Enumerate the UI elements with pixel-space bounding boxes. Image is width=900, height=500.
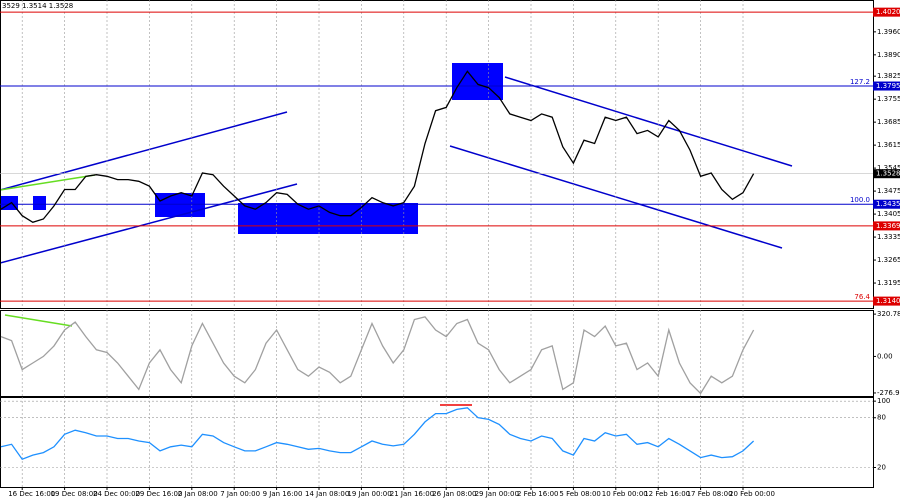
panel-frame: [0, 310, 874, 397]
fib-label: 76.4: [854, 293, 870, 301]
x-tick-label: 10 Feb 00:00: [602, 490, 648, 498]
x-tick-label: 24 Dec 00:00: [93, 490, 140, 498]
y-tick-label: 1.3545: [877, 164, 900, 172]
trend-line: [504, 76, 793, 167]
divergence-line: [4, 314, 73, 327]
x-tick-label: 26 Jan 08:00: [432, 490, 476, 498]
x-tick-label: 20 Feb 00:00: [729, 490, 775, 498]
panel-frame: [0, 0, 874, 309]
zone: [238, 203, 418, 234]
level-label-box: [873, 7, 900, 17]
y-tick-label: 20: [877, 464, 886, 472]
fib-label: 127.2: [850, 78, 870, 86]
level-label: 1.3140: [876, 297, 900, 305]
x-tick-label: 21 Jan 16:00: [390, 490, 434, 498]
y-tick-label: 320.7896: [877, 310, 900, 318]
annotations: [0, 63, 793, 406]
level-label: 1.3795: [876, 82, 900, 90]
zone: [33, 196, 46, 210]
level-label-box: [873, 81, 900, 91]
y-tick-label: 100: [877, 397, 890, 405]
x-tick-label: 29 Jan 00:00: [475, 490, 519, 498]
level-label: 1.3369: [876, 222, 900, 230]
y-tick-label: 1.3475: [877, 187, 900, 195]
y-tick-label: 1.3405: [877, 210, 900, 218]
x-tick-label: 2 Jan 08:00: [178, 490, 218, 498]
trend-line: [0, 183, 298, 264]
y-tick-label: 1.3890: [877, 51, 900, 59]
y-tick-label: -276.960: [877, 389, 900, 397]
y-tick-label: 1.3195: [877, 279, 900, 287]
level-label-box: [873, 296, 900, 306]
fib-label: 100.0: [850, 196, 870, 204]
current-price-label: 1.3528: [876, 170, 900, 178]
y-tick-label: 0.00: [877, 352, 893, 360]
y-tick-label: 1.3615: [877, 141, 900, 149]
y-tick-label: 1.3685: [877, 118, 900, 126]
x-tick-label: 17 Feb 08:00: [687, 490, 733, 498]
series-line: [0, 316, 755, 395]
x-tick-label: 14 Jan 08:00: [305, 490, 349, 498]
y-tick-label: 80: [877, 414, 886, 422]
panel-frame: [0, 397, 874, 488]
y-tick-label: 1.3335: [877, 233, 900, 241]
series-line: [0, 407, 755, 460]
y-tick-label: 1.3960: [877, 28, 900, 36]
series-line: [0, 70, 755, 224]
y-tick-label: 1.3825: [877, 72, 900, 80]
y-tick-label: 1.3265: [877, 256, 900, 264]
level-label: 1.3435: [876, 200, 900, 208]
x-tick-label: 2 Feb 16:00: [517, 490, 558, 498]
divergence-line: [0, 174, 96, 191]
level-label: 1.4020: [876, 8, 900, 16]
x-tick-label: 19 Jan 00:00: [347, 490, 391, 498]
chart-header: 3529 1.3514 1.3528: [2, 2, 73, 10]
x-tick-label: 19 Dec 08:00: [51, 490, 98, 498]
level-label-box: [873, 221, 900, 231]
x-tick-label: 7 Jan 00:00: [220, 490, 260, 498]
x-tick-label: 29 Dec 16:00: [135, 490, 182, 498]
y-tick-label: 1.3755: [877, 95, 900, 103]
zone: [155, 193, 205, 217]
x-tick-label: 16 Dec 16:00: [8, 490, 55, 498]
x-tick-label: 9 Jan 16:00: [263, 490, 303, 498]
current-price-box: [873, 169, 900, 179]
x-tick-label: 5 Feb 08:00: [559, 490, 600, 498]
x-tick-label: 12 Feb 16:00: [644, 490, 690, 498]
trend-line: [0, 111, 288, 191]
level-label-box: [873, 199, 900, 209]
